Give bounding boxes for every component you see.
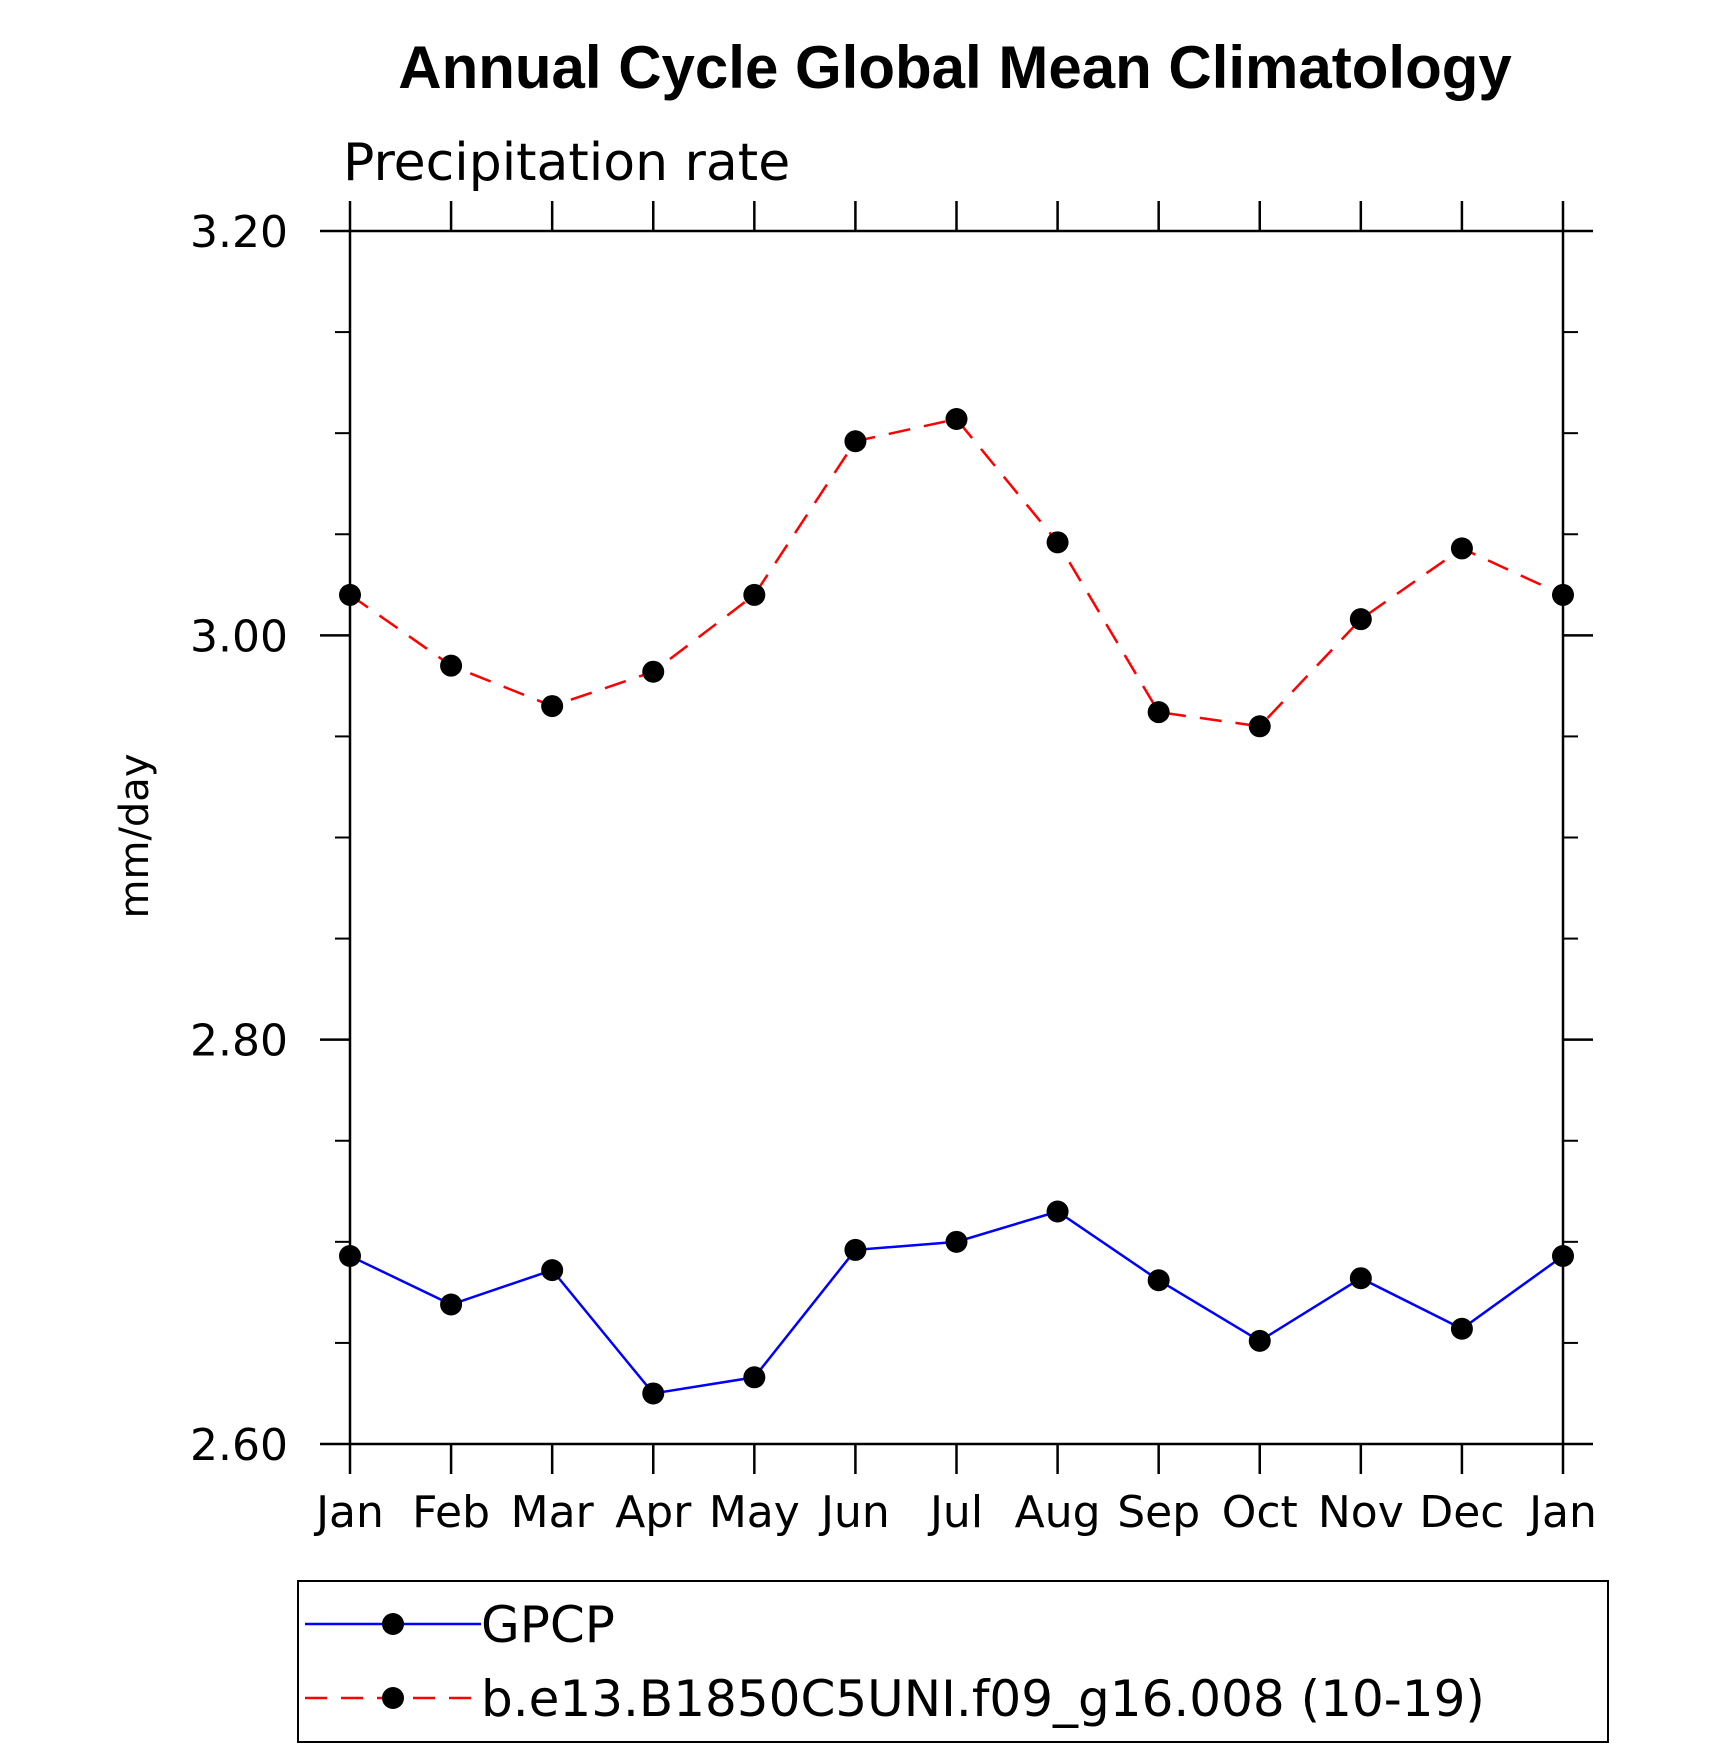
- y-axis-label: mm/day: [112, 754, 158, 919]
- series-1-point: [440, 654, 463, 677]
- legend: GPCP b.e13.B1850C5UNI.f09_g16.008 (10-19…: [297, 1580, 1609, 1743]
- y-tick-label: 3.00: [190, 611, 288, 662]
- y-tick-label: 2.80: [190, 1016, 288, 1067]
- y-tick-label: 3.20: [190, 207, 288, 258]
- series-0-point: [945, 1230, 968, 1253]
- series-1-point: [1147, 701, 1170, 724]
- series-1-point: [945, 408, 968, 431]
- series-1-point: [1248, 715, 1271, 738]
- legend-box: [297, 1580, 1609, 1743]
- legend-label-model: b.e13.B1850C5UNI.f09_g16.008 (10-19): [481, 1670, 1485, 1728]
- y-tick-label: 2.60: [190, 1420, 288, 1471]
- series-0-point: [440, 1293, 463, 1316]
- series-0-point: [1450, 1317, 1473, 1340]
- series-1-point: [844, 430, 867, 453]
- chart-title: Annual Cycle Global Mean Climatology: [398, 34, 1512, 101]
- x-tick-label: Jan: [313, 1487, 384, 1538]
- axis-layer: Jan Feb Mar Apr May Jun Jul Aug Sep Oct Nov Dec Jan 2…: [190, 201, 1597, 1538]
- x-tick-label: Mar: [511, 1487, 595, 1538]
- series-1-point: [642, 660, 665, 683]
- x-tick-label: Oct: [1222, 1487, 1298, 1538]
- series-0-point: [743, 1366, 766, 1389]
- x-tick-label: Jun: [818, 1487, 890, 1538]
- series-1-point: [1349, 608, 1372, 631]
- series-0-point: [1147, 1269, 1170, 1292]
- series-0-point: [1349, 1267, 1372, 1290]
- series-0-point: [541, 1259, 564, 1282]
- series-1-point: [1450, 537, 1473, 560]
- x-tick-label: Apr: [615, 1487, 692, 1538]
- series-0-point: [642, 1382, 665, 1405]
- series-0-point: [1248, 1329, 1271, 1352]
- chart-subtitle: Precipitation rate: [343, 133, 790, 193]
- x-tick-label: Aug: [1015, 1487, 1101, 1538]
- legend-marker-model: [382, 1687, 404, 1709]
- x-tick-label: Dec: [1419, 1487, 1504, 1538]
- x-tick-label: Feb: [412, 1487, 490, 1538]
- x-tick-label: Sep: [1117, 1487, 1200, 1538]
- series-0-point: [844, 1238, 867, 1261]
- series-1-point: [743, 583, 766, 606]
- x-tick-label: Jan: [1526, 1487, 1597, 1538]
- series-line-1: [349, 417, 1564, 728]
- legend-label-gpcp: GPCP: [481, 1596, 615, 1654]
- series-1-point: [541, 695, 564, 718]
- x-tick-label: Nov: [1318, 1487, 1404, 1538]
- legend-marker-gpcp: [382, 1613, 404, 1635]
- x-tick-label: Jul: [927, 1487, 983, 1538]
- series-1-point: [1046, 531, 1069, 554]
- series-layer: [339, 408, 1574, 1405]
- series-0-point: [1046, 1200, 1069, 1223]
- x-tick-label: May: [709, 1487, 800, 1538]
